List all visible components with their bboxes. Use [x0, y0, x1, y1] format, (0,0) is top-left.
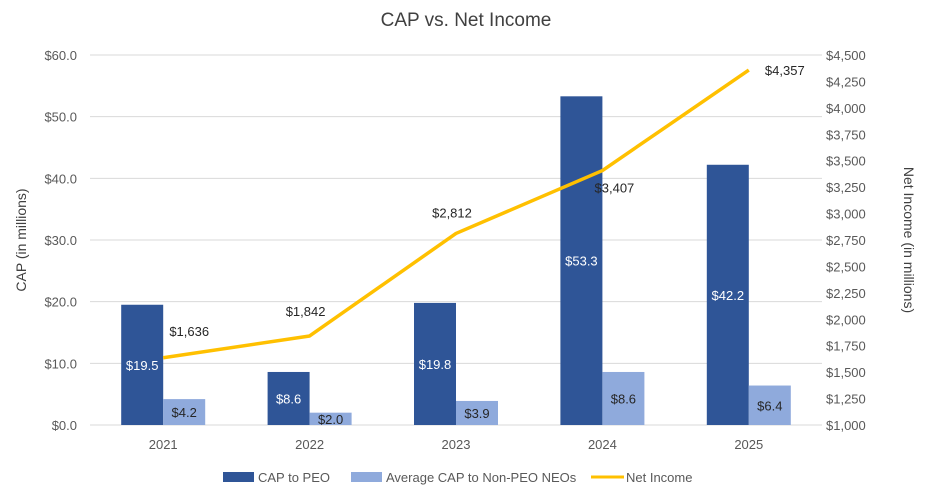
bar-cap-to-peo	[121, 304, 164, 425]
y2-tick-label: $1,750	[826, 339, 866, 354]
data-label-net-income: $2,812	[432, 205, 472, 220]
x-tick-label: 2025	[734, 437, 763, 452]
y2-axis-label: Net Income (in millions)	[901, 167, 917, 313]
y-tick-label: $60.0	[44, 48, 77, 63]
legend-label: Net Income	[626, 470, 692, 485]
bar-avg-cap-non-peo	[456, 400, 498, 425]
data-label-net-income: $1,636	[169, 324, 209, 339]
legend-label: Average CAP to Non-PEO NEOs	[386, 470, 577, 485]
y-tick-label: $50.0	[44, 110, 77, 125]
data-label-cap-to-peo: $42.2	[712, 288, 745, 303]
y2-tick-label: $2,750	[826, 233, 866, 248]
y2-tick-label: $4,000	[826, 101, 866, 116]
y2-tick-label: $2,000	[826, 312, 866, 327]
y-tick-label: $30.0	[44, 233, 77, 248]
y2-tick-label: $3,500	[826, 154, 866, 169]
bar-cap-to-peo	[706, 164, 749, 425]
bar-avg-cap-non-peo	[309, 412, 352, 425]
data-label-cap-to-peo: $19.5	[126, 358, 159, 373]
y2-tick-label: $1,500	[826, 365, 866, 380]
y2-tick-label: $3,250	[826, 180, 866, 195]
bar-cap-to-peo	[267, 371, 310, 425]
y2-tick-label: $1,250	[826, 392, 866, 407]
net-income-line	[162, 68, 750, 360]
y-tick-label: $10.0	[44, 356, 77, 371]
y2-tick-label: $2,250	[826, 286, 866, 301]
y-tick-label: $0.0	[52, 418, 77, 433]
x-tick-label: 2021	[149, 437, 178, 452]
data-label-cap-to-peo: $8.6	[276, 391, 301, 406]
data-label-avg-cap-non-peo: $3.9	[464, 406, 489, 421]
y-axis-label: CAP (in millions)	[13, 188, 29, 291]
y2-tick-label: $4,250	[826, 74, 866, 89]
y-tick-label: $40.0	[44, 171, 77, 186]
bar-avg-cap-non-peo	[163, 399, 206, 425]
x-tick-label: 2022	[295, 437, 324, 452]
chart-title: CAP vs. Net Income	[381, 10, 552, 31]
y2-tick-label: $4,500	[826, 48, 866, 63]
data-label-avg-cap-non-peo: $4.2	[172, 405, 197, 420]
data-label-avg-cap-non-peo: $6.4	[757, 398, 782, 413]
y2-tick-label: $3,750	[826, 127, 866, 142]
y2-tick-label: $1,000	[826, 418, 866, 433]
data-label-net-income: $3,407	[595, 181, 635, 196]
bar-cap-to-peo	[560, 96, 603, 426]
bar-avg-cap-non-peo	[602, 371, 645, 425]
data-label-net-income: $1,842	[286, 304, 326, 319]
y-tick-label: $20.0	[44, 295, 77, 310]
legend-label: CAP to PEO	[258, 470, 330, 485]
y2-tick-label: $2,500	[826, 259, 866, 274]
bar-avg-cap-non-peo	[748, 385, 791, 425]
legend-swatch	[223, 472, 254, 482]
y2-tick-label: $3,000	[826, 207, 866, 222]
x-tick-label: 2023	[442, 437, 471, 452]
bar-cap-to-peo	[414, 302, 456, 425]
data-label-avg-cap-non-peo: $2.0	[318, 412, 343, 427]
legend-swatch	[351, 472, 382, 482]
data-label-cap-to-peo: $19.8	[419, 357, 452, 372]
x-tick-label: 2024	[588, 437, 617, 452]
data-label-net-income: $4,357	[765, 63, 805, 78]
data-label-avg-cap-non-peo: $8.6	[611, 391, 636, 406]
data-label-cap-to-peo: $53.3	[565, 254, 598, 269]
